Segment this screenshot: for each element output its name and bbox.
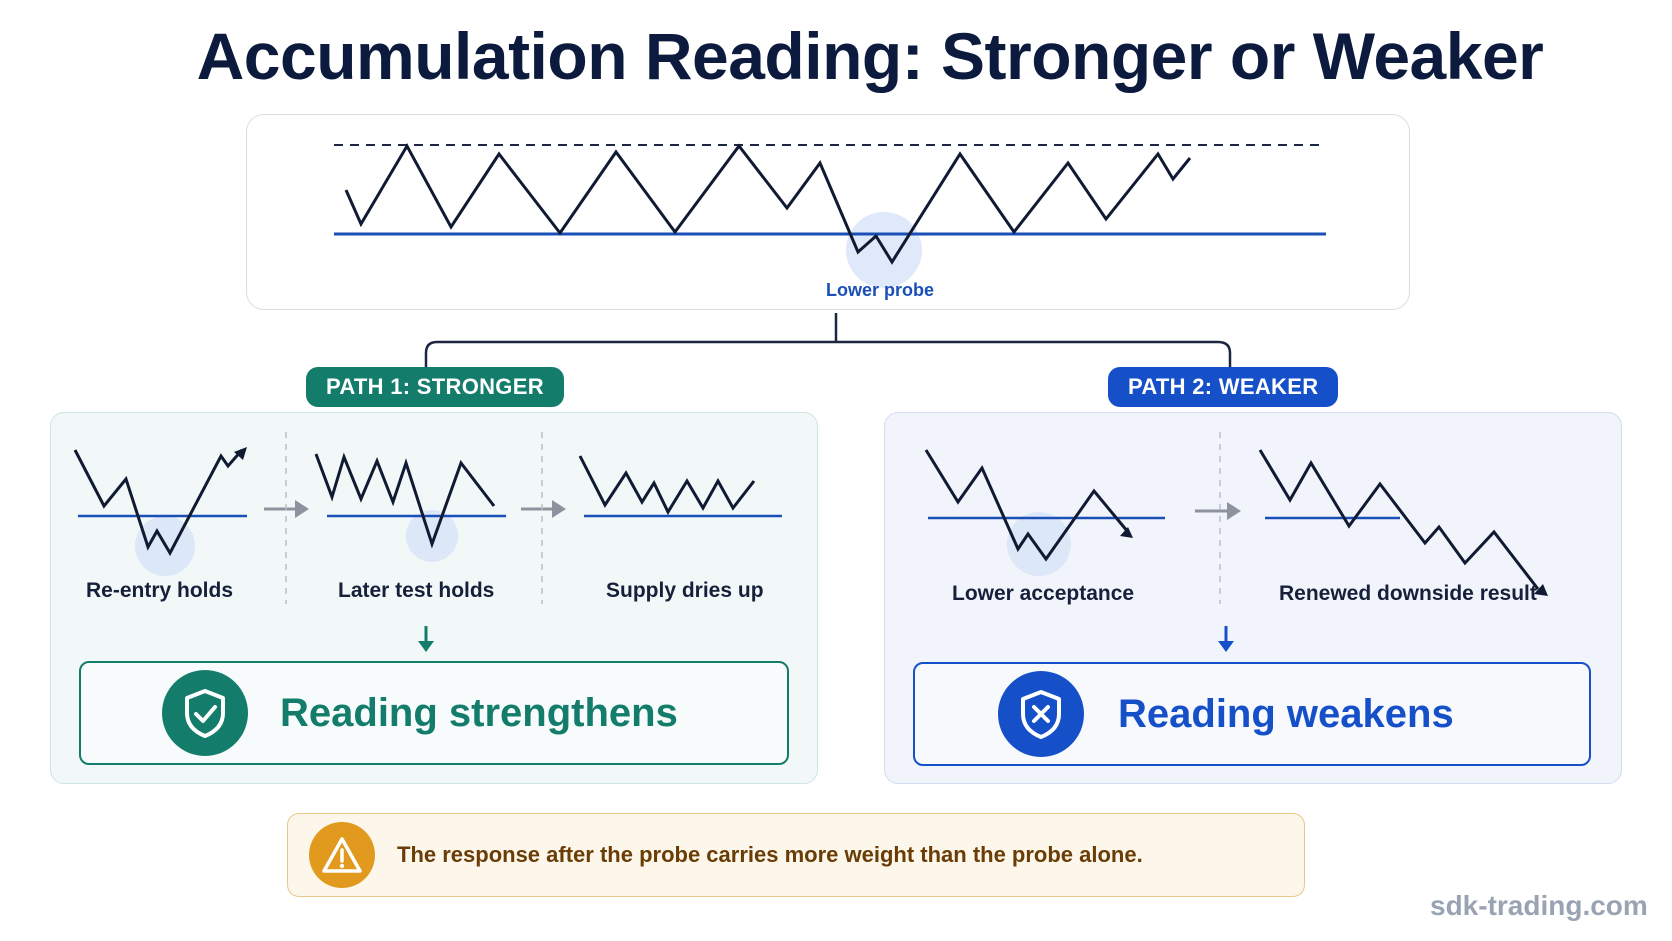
step-label-re-entry: Re-entry holds (86, 579, 234, 602)
result-weakens-text: Reading weakens (1118, 691, 1454, 736)
mini-price-line (314, 452, 496, 549)
watermark: sdk-trading.com (1430, 890, 1648, 921)
flow-arrow (264, 500, 309, 518)
note-box: The response after the probe carries mor… (287, 813, 1305, 897)
flow-arrow (521, 500, 566, 518)
highlight-circle (1007, 512, 1071, 576)
weak-step-2-chart (1258, 449, 1548, 596)
highlight-circle (406, 510, 458, 562)
result-weakens: Reading weakens (913, 662, 1591, 766)
page-title: Accumulation Reading: Stronger or Weaker (196, 19, 1544, 93)
mini-price-line (578, 455, 756, 516)
strong-step-2-chart (314, 452, 506, 562)
tree-connector (424, 313, 1232, 367)
warning-triangle-icon (309, 822, 375, 888)
shield-x-icon (998, 671, 1084, 757)
result-strengthens-text: Reading strengthens (280, 690, 678, 735)
path-1-badge: PATH 1: STRONGER (306, 367, 564, 407)
range-diagram-panel (246, 114, 1410, 310)
down-arrow-weak (1218, 626, 1234, 652)
step-label-lower-acceptance: Lower acceptance (952, 582, 1135, 605)
step-label-supply: Supply dries up (606, 579, 764, 602)
weak-step-1-chart (924, 449, 1165, 576)
down-arrow-strong (418, 626, 434, 652)
step-label-later-test: Later test holds (338, 579, 495, 602)
result-strengthens: Reading strengthens (79, 661, 789, 765)
probe-label: Lower probe (826, 280, 935, 300)
path-2-badge: PATH 2: WEAKER (1108, 367, 1339, 407)
down-arrowhead (1120, 527, 1133, 538)
shield-check-icon (162, 670, 248, 756)
strong-step-1-chart (73, 447, 247, 576)
mini-price-line (73, 449, 244, 557)
down-arrowhead (1534, 584, 1548, 596)
mini-price-line (924, 449, 1130, 562)
flow-arrow (1195, 502, 1241, 520)
step-label-renewed-downside: Renewed downside result (1279, 582, 1537, 605)
strong-step-3-chart (578, 455, 782, 518)
note-text: The response after the probe carries mor… (397, 842, 1143, 867)
up-arrowhead (234, 447, 247, 460)
mini-price-line (1258, 449, 1540, 590)
price-zigzag (344, 142, 1192, 265)
